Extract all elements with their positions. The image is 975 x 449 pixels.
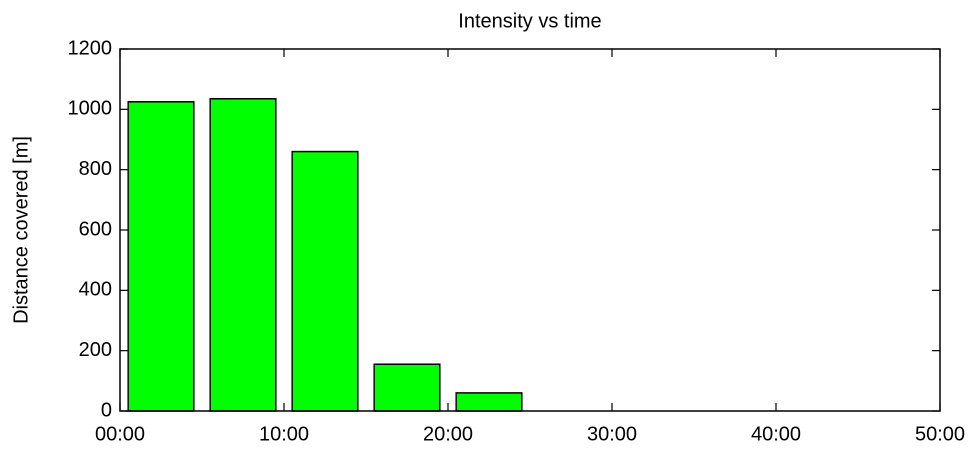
x-tick-label: 00:00: [95, 423, 145, 445]
bar: [291, 150, 359, 412]
x-tick-label: 40:00: [751, 423, 801, 445]
bar: [127, 101, 195, 412]
y-axis-label: Distance covered [m]: [10, 136, 32, 324]
x-tick-label: 10:00: [259, 423, 309, 445]
y-tick-label: 0: [101, 399, 112, 421]
x-tick-label: 30:00: [587, 423, 637, 445]
bar: [455, 392, 523, 412]
y-tick-label: 600: [79, 218, 112, 240]
chart-title: Intensity vs time: [458, 10, 601, 32]
x-tick-label: 50:00: [915, 423, 965, 445]
y-tick-label: 200: [79, 339, 112, 361]
y-tick-label: 1000: [68, 98, 113, 120]
bar: [209, 98, 277, 412]
y-tick-label: 800: [79, 158, 112, 180]
y-tick-label: 400: [79, 279, 112, 301]
plot-frame: [119, 48, 941, 412]
y-tick-label: 1200: [68, 37, 113, 59]
x-tick-label: 20:00: [423, 423, 473, 445]
bar: [373, 363, 441, 412]
